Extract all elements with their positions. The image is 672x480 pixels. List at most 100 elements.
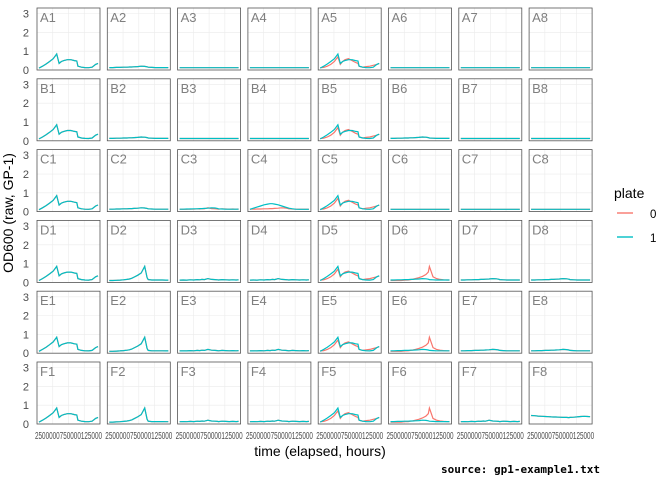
facet-panel-A6: A6 xyxy=(388,7,452,71)
x-tick-labels: 2500000750000125000 xyxy=(527,431,594,442)
y-tick-label: 3 xyxy=(23,292,29,304)
panel-border xyxy=(458,361,523,425)
facet-panel-C7: C7 xyxy=(458,149,523,213)
facet-label: C4 xyxy=(251,152,268,167)
x-tick-labels: 2500000750000125000 xyxy=(176,431,243,442)
panel-border xyxy=(106,219,171,283)
facet-label: F4 xyxy=(251,364,266,379)
series-line-plate-1 xyxy=(109,335,169,352)
series-line-plate-1 xyxy=(460,277,520,281)
panel-border xyxy=(317,78,382,142)
y-tick-label: 3 xyxy=(23,221,29,233)
series-line-plate-1 xyxy=(38,265,99,282)
facet-panel-B8: B8 xyxy=(528,78,593,142)
facet-label: B3 xyxy=(181,81,197,96)
panel-border xyxy=(247,149,312,213)
facet-label: D5 xyxy=(321,222,338,237)
facet-label: B1 xyxy=(40,81,56,96)
panel-border xyxy=(458,290,523,354)
panel-border xyxy=(177,7,242,71)
y-axis-label: OD600 (raw, GP-1) xyxy=(0,153,16,273)
facet-panel-A7: A7 xyxy=(458,7,523,71)
facet-panel-F1: F1 2500000750000125000 xyxy=(35,361,102,442)
panel-border xyxy=(388,7,452,71)
facet-panel-F6: F6 2500000750000125000 xyxy=(387,361,454,442)
series-line-plate-1 xyxy=(109,136,169,139)
facet-panel-C5: C5 xyxy=(317,149,382,213)
facet-panel-F7: F7 2500000750000125000 xyxy=(457,361,524,442)
facet-panel-D4: D4 xyxy=(247,219,312,283)
facet-panel-E5: E5 xyxy=(317,290,382,354)
facet-panel-C4: C4 xyxy=(247,149,312,213)
facet-label: B6 xyxy=(392,81,408,96)
panel-border xyxy=(106,361,171,425)
facet-label: E8 xyxy=(532,293,548,308)
facet-label: C6 xyxy=(392,152,409,167)
panel-border xyxy=(106,7,171,71)
y-tick-label: 3 xyxy=(23,9,29,21)
facet-label: A7 xyxy=(462,10,478,25)
facet-panel-E8: E8 xyxy=(528,290,593,354)
series-line-plate-1 xyxy=(179,277,239,281)
panel-border xyxy=(317,361,382,425)
y-tick-label: 1 xyxy=(23,117,29,129)
facet-label: D8 xyxy=(532,222,549,237)
panel-border xyxy=(528,7,593,71)
facet-label: A5 xyxy=(321,10,337,25)
panel-border xyxy=(388,219,452,283)
panel-border xyxy=(388,361,452,425)
x-tick-labels: 2500000750000125000 xyxy=(387,431,454,442)
series-line-plate-1 xyxy=(460,419,520,423)
facet-label: F1 xyxy=(40,364,55,379)
facet-label: B7 xyxy=(462,81,478,96)
series-line-plate-1 xyxy=(319,194,380,211)
panel-border xyxy=(528,290,593,354)
facet-panel-A3: A3 xyxy=(177,7,242,71)
facet-panel-B2: B2 xyxy=(106,78,171,142)
facet-label: E3 xyxy=(181,293,197,308)
facet-panel-C2: C2 xyxy=(106,149,171,213)
facet-panel-A8: A8 xyxy=(528,7,593,71)
panel-border xyxy=(528,149,593,213)
x-axis-label: time (elapsed, hours) xyxy=(254,443,386,459)
facet-panel-E1: E1 xyxy=(36,290,101,354)
facet-panel-D5: D5 xyxy=(317,219,382,283)
legend: plate 0 1 xyxy=(614,185,656,245)
facet-panel-B4: B4 xyxy=(247,78,312,142)
x-tick-labels: 2500000750000125000 xyxy=(105,431,172,442)
panel-border xyxy=(247,7,312,71)
panel-border xyxy=(247,219,312,283)
facet-panel-B1: B1 xyxy=(36,78,101,142)
facet-label: B2 xyxy=(110,81,126,96)
y-tick-label: 2 xyxy=(23,98,29,110)
panel-border xyxy=(458,78,523,142)
facet-panel-A5: A5 xyxy=(317,7,382,71)
facet-panel-C1: C1 xyxy=(36,149,101,213)
panel-border xyxy=(458,7,523,71)
series-line-plate-1 xyxy=(319,52,380,69)
facet-label: A1 xyxy=(40,10,56,25)
y-tick-label: 1 xyxy=(23,400,29,412)
facet-label: D7 xyxy=(462,222,479,237)
panel-border xyxy=(36,7,101,71)
series-line-plate-1 xyxy=(109,406,169,423)
y-tick-label: 3 xyxy=(23,150,29,162)
series-line-plate-1 xyxy=(38,335,99,352)
panel-border xyxy=(36,290,101,354)
facet-panel-E3: E3 xyxy=(177,290,242,354)
facet-panel-B7: B7 xyxy=(458,78,523,142)
series-line-plate-1 xyxy=(249,348,309,352)
facet-panel-F4: F4 2500000750000125000 xyxy=(246,361,313,442)
y-tick-label: 2 xyxy=(23,240,29,252)
series-line-plate-1 xyxy=(179,348,239,352)
facet-label: E7 xyxy=(462,293,478,308)
facet-panel-D6: D6 xyxy=(388,219,452,283)
facet-panel-A1: A1 xyxy=(36,7,101,71)
panel-border xyxy=(388,78,452,142)
y-tick-label: 0 xyxy=(23,136,29,148)
series-line-plate-1 xyxy=(319,406,380,423)
facet-label: F6 xyxy=(392,364,407,379)
panel-border xyxy=(106,290,171,354)
panel-border xyxy=(528,361,593,425)
facet-label: E6 xyxy=(392,293,408,308)
